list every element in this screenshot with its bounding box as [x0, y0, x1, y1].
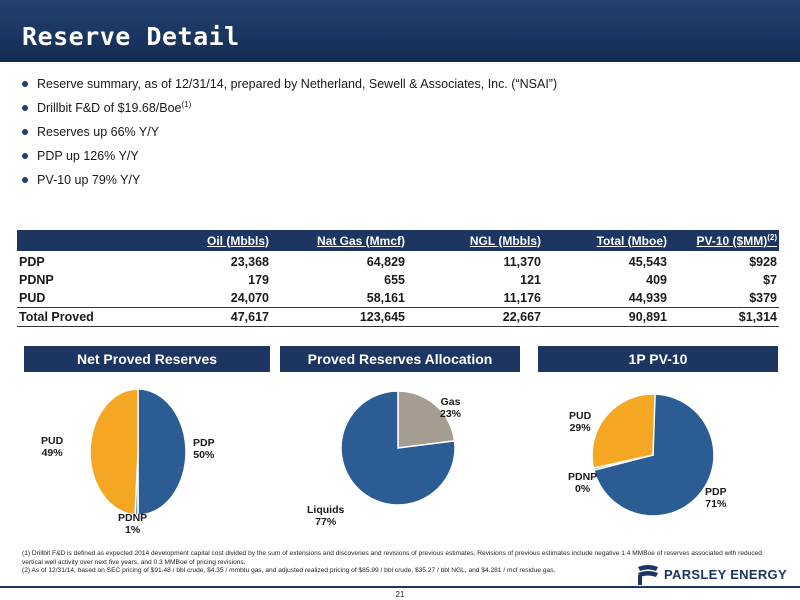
bullet-item: Reserves up 66% Y/Y: [22, 124, 557, 148]
bullet-item: Drillbit F&D of $19.68/Boe(1): [22, 100, 557, 124]
table-row: PUD 24,070 58,161 11,176 44,939 $379: [17, 289, 779, 308]
reserve-table: Oil (Mbbls) Nat Gas (Mmcf) NGL (Mbbls) T…: [17, 230, 779, 327]
pie-chart-net-proved: [89, 388, 187, 516]
pie-label-liquids: Liquids 77%: [307, 504, 345, 528]
table-cell: 22,667: [407, 307, 543, 327]
company-logo: PARSLEY ENERGY: [636, 563, 787, 585]
bullet-icon: [22, 81, 28, 87]
bullet-text: PV-10 up 79% Y/Y: [37, 173, 141, 188]
bullet-item: PDP up 126% Y/Y: [22, 148, 557, 172]
parsley-logo-icon: [638, 565, 658, 585]
pie-label-pdnp: PDNP 1%: [118, 512, 148, 536]
pie-label-gas: Gas 23%: [440, 396, 462, 420]
table-cell: 11,176: [503, 291, 541, 305]
title-bar: Reserve Detail: [0, 0, 800, 62]
table-total-row: Total Proved 47,617 123,645 22,667 90,89…: [17, 307, 779, 327]
pie-label-pdp: PDP 50%: [193, 437, 215, 461]
table-cell: 179: [248, 273, 269, 287]
table-cell: PDP: [19, 255, 45, 269]
table-header-row: Oil (Mbbls) Nat Gas (Mmcf) NGL (Mbbls) T…: [17, 230, 779, 251]
panel-title-allocation: Proved Reserves Allocation: [280, 346, 520, 372]
table-header: Total (Mboe): [543, 230, 669, 251]
pie-slice-liquids: [340, 390, 456, 506]
table-cell: $7: [763, 273, 777, 287]
table-cell: $928: [749, 255, 777, 269]
pie-slice-pdp: [593, 393, 715, 517]
page-number: 21: [395, 590, 405, 599]
bullet-icon: [22, 153, 28, 159]
table-cell: 11,370: [503, 255, 541, 269]
table-cell: 123,645: [271, 307, 407, 327]
table-row: PDNP 179 655 121 409 $7: [17, 271, 779, 289]
footnotes: (1) Drillbit F&D is defined as expected …: [22, 550, 762, 576]
table-cell: 45,543: [628, 255, 667, 269]
table-cell: $1,314: [669, 307, 779, 327]
bullet-item: Reserve summary, as of 12/31/14, prepare…: [22, 76, 557, 100]
bullet-item: PV-10 up 79% Y/Y: [22, 172, 557, 196]
table-row: PDP 23,368 64,829 11,370 45,543 $928: [17, 251, 779, 271]
table-cell: PUD: [19, 291, 46, 305]
pie-slice-gas: [397, 390, 456, 449]
table-cell: 47,617: [147, 307, 271, 327]
bullet-text: Reserve summary, as of 12/31/14, prepare…: [37, 77, 558, 92]
pie-label-pud: PUD 29%: [569, 410, 592, 434]
logo-text: PARSLEY ENERGY: [664, 566, 787, 582]
table-cell: PDNP: [19, 273, 54, 287]
table-cell: 409: [646, 273, 667, 287]
table-cell: 24,070: [230, 291, 269, 305]
table-header: Nat Gas (Mmcf): [271, 230, 407, 251]
table-cell: 64,829: [366, 255, 405, 269]
table-header-empty: [17, 230, 147, 251]
table-header: PV-10 ($MM)(2): [669, 230, 779, 251]
pie-slice-pud: [89, 388, 139, 516]
bullet-icon: [22, 129, 28, 135]
footer-rule: [0, 586, 800, 588]
table-cell: 655: [384, 273, 405, 287]
pie-slice-pud: [591, 393, 656, 469]
pie-label-pud: PUD 49%: [41, 435, 64, 459]
pie-slice-pdp: [137, 388, 187, 516]
table-header: Oil (Mbbls): [147, 230, 271, 251]
footnote: (1) Drillbit F&D is defined as expected …: [22, 550, 762, 566]
bullet-icon: [22, 177, 28, 183]
footnote: (2) As of 12/31/14, based on SEC pricing…: [22, 567, 556, 574]
pie-label-pdnp: PDNP 0%: [568, 471, 598, 495]
table-cell: 121: [520, 273, 541, 287]
table-header: NGL (Mbbls): [407, 230, 543, 251]
table-cell: 23,368: [230, 255, 269, 269]
table-cell: 58,161: [366, 291, 405, 305]
bullet-list: Reserve summary, as of 12/31/14, prepare…: [22, 76, 557, 196]
bullet-icon: [22, 105, 28, 111]
table-cell: 90,891: [543, 307, 669, 327]
page-title: Reserve Detail: [22, 22, 240, 51]
table-cell: 44,939: [628, 291, 667, 305]
pie-chart-allocation: [340, 390, 456, 506]
table-cell: $379: [749, 291, 777, 305]
pie-chart-pv10: [591, 393, 715, 517]
panel-title-pv10: 1P PV-10: [538, 346, 778, 372]
pie-label-pdp: PDP 71%: [705, 486, 727, 510]
bullet-text: Reserves up 66% Y/Y: [37, 125, 160, 140]
bullet-text: PDP up 126% Y/Y: [37, 149, 139, 164]
table-cell: Total Proved: [17, 307, 147, 327]
bullet-text: Drillbit F&D of $19.68/Boe(1): [37, 100, 192, 116]
panel-title-net-proved: Net Proved Reserves: [24, 346, 270, 372]
